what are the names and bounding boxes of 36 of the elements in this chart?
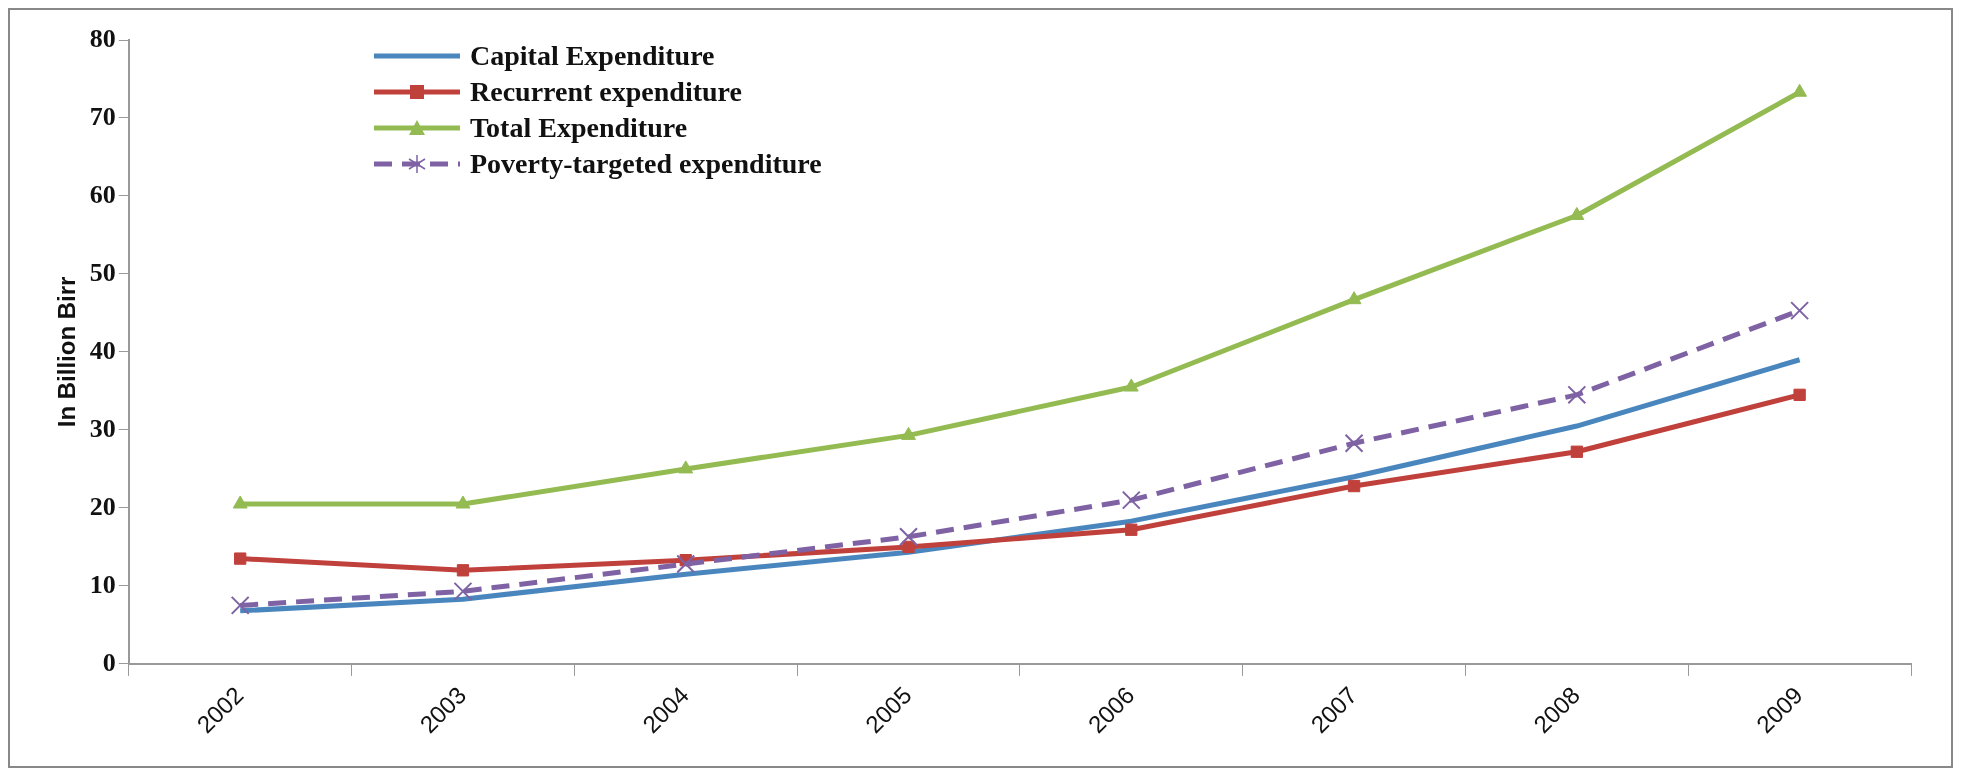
point bbox=[1344, 433, 1364, 453]
point bbox=[899, 527, 918, 547]
legend-label: Poverty-targeted expenditure bbox=[470, 148, 822, 180]
y-tick-label: 80 bbox=[89, 23, 116, 53]
point bbox=[1347, 479, 1361, 493]
point bbox=[1793, 388, 1806, 401]
point bbox=[1123, 378, 1139, 392]
point bbox=[1570, 445, 1583, 458]
point bbox=[1346, 291, 1362, 305]
point bbox=[902, 540, 915, 554]
point bbox=[230, 595, 250, 615]
point bbox=[1125, 523, 1138, 536]
point bbox=[901, 426, 916, 440]
point bbox=[234, 552, 247, 565]
point bbox=[1567, 385, 1587, 405]
y-tick-label: 30 bbox=[89, 413, 116, 443]
y-tick-label: 40 bbox=[89, 335, 116, 365]
point bbox=[232, 495, 248, 509]
point bbox=[453, 581, 473, 601]
point bbox=[676, 554, 696, 574]
point bbox=[456, 564, 470, 577]
y-tick-label: 50 bbox=[89, 257, 116, 287]
point bbox=[678, 460, 694, 474]
legend-label: Recurrent expenditure bbox=[470, 76, 742, 108]
y-tick-label: 20 bbox=[89, 491, 116, 521]
y-tick-label: 60 bbox=[89, 179, 116, 209]
point bbox=[1121, 490, 1141, 510]
legend-label: Capital Expenditure bbox=[470, 40, 715, 72]
y-tick-label: 0 bbox=[102, 647, 116, 677]
y-axis-title: In Billion Birr bbox=[53, 276, 81, 428]
legend-label: Total Expenditure bbox=[470, 112, 688, 144]
point bbox=[455, 495, 471, 509]
y-tick-label: 70 bbox=[89, 101, 116, 131]
point bbox=[1792, 83, 1808, 97]
y-tick-label: 10 bbox=[89, 569, 116, 599]
point bbox=[1790, 301, 1810, 321]
